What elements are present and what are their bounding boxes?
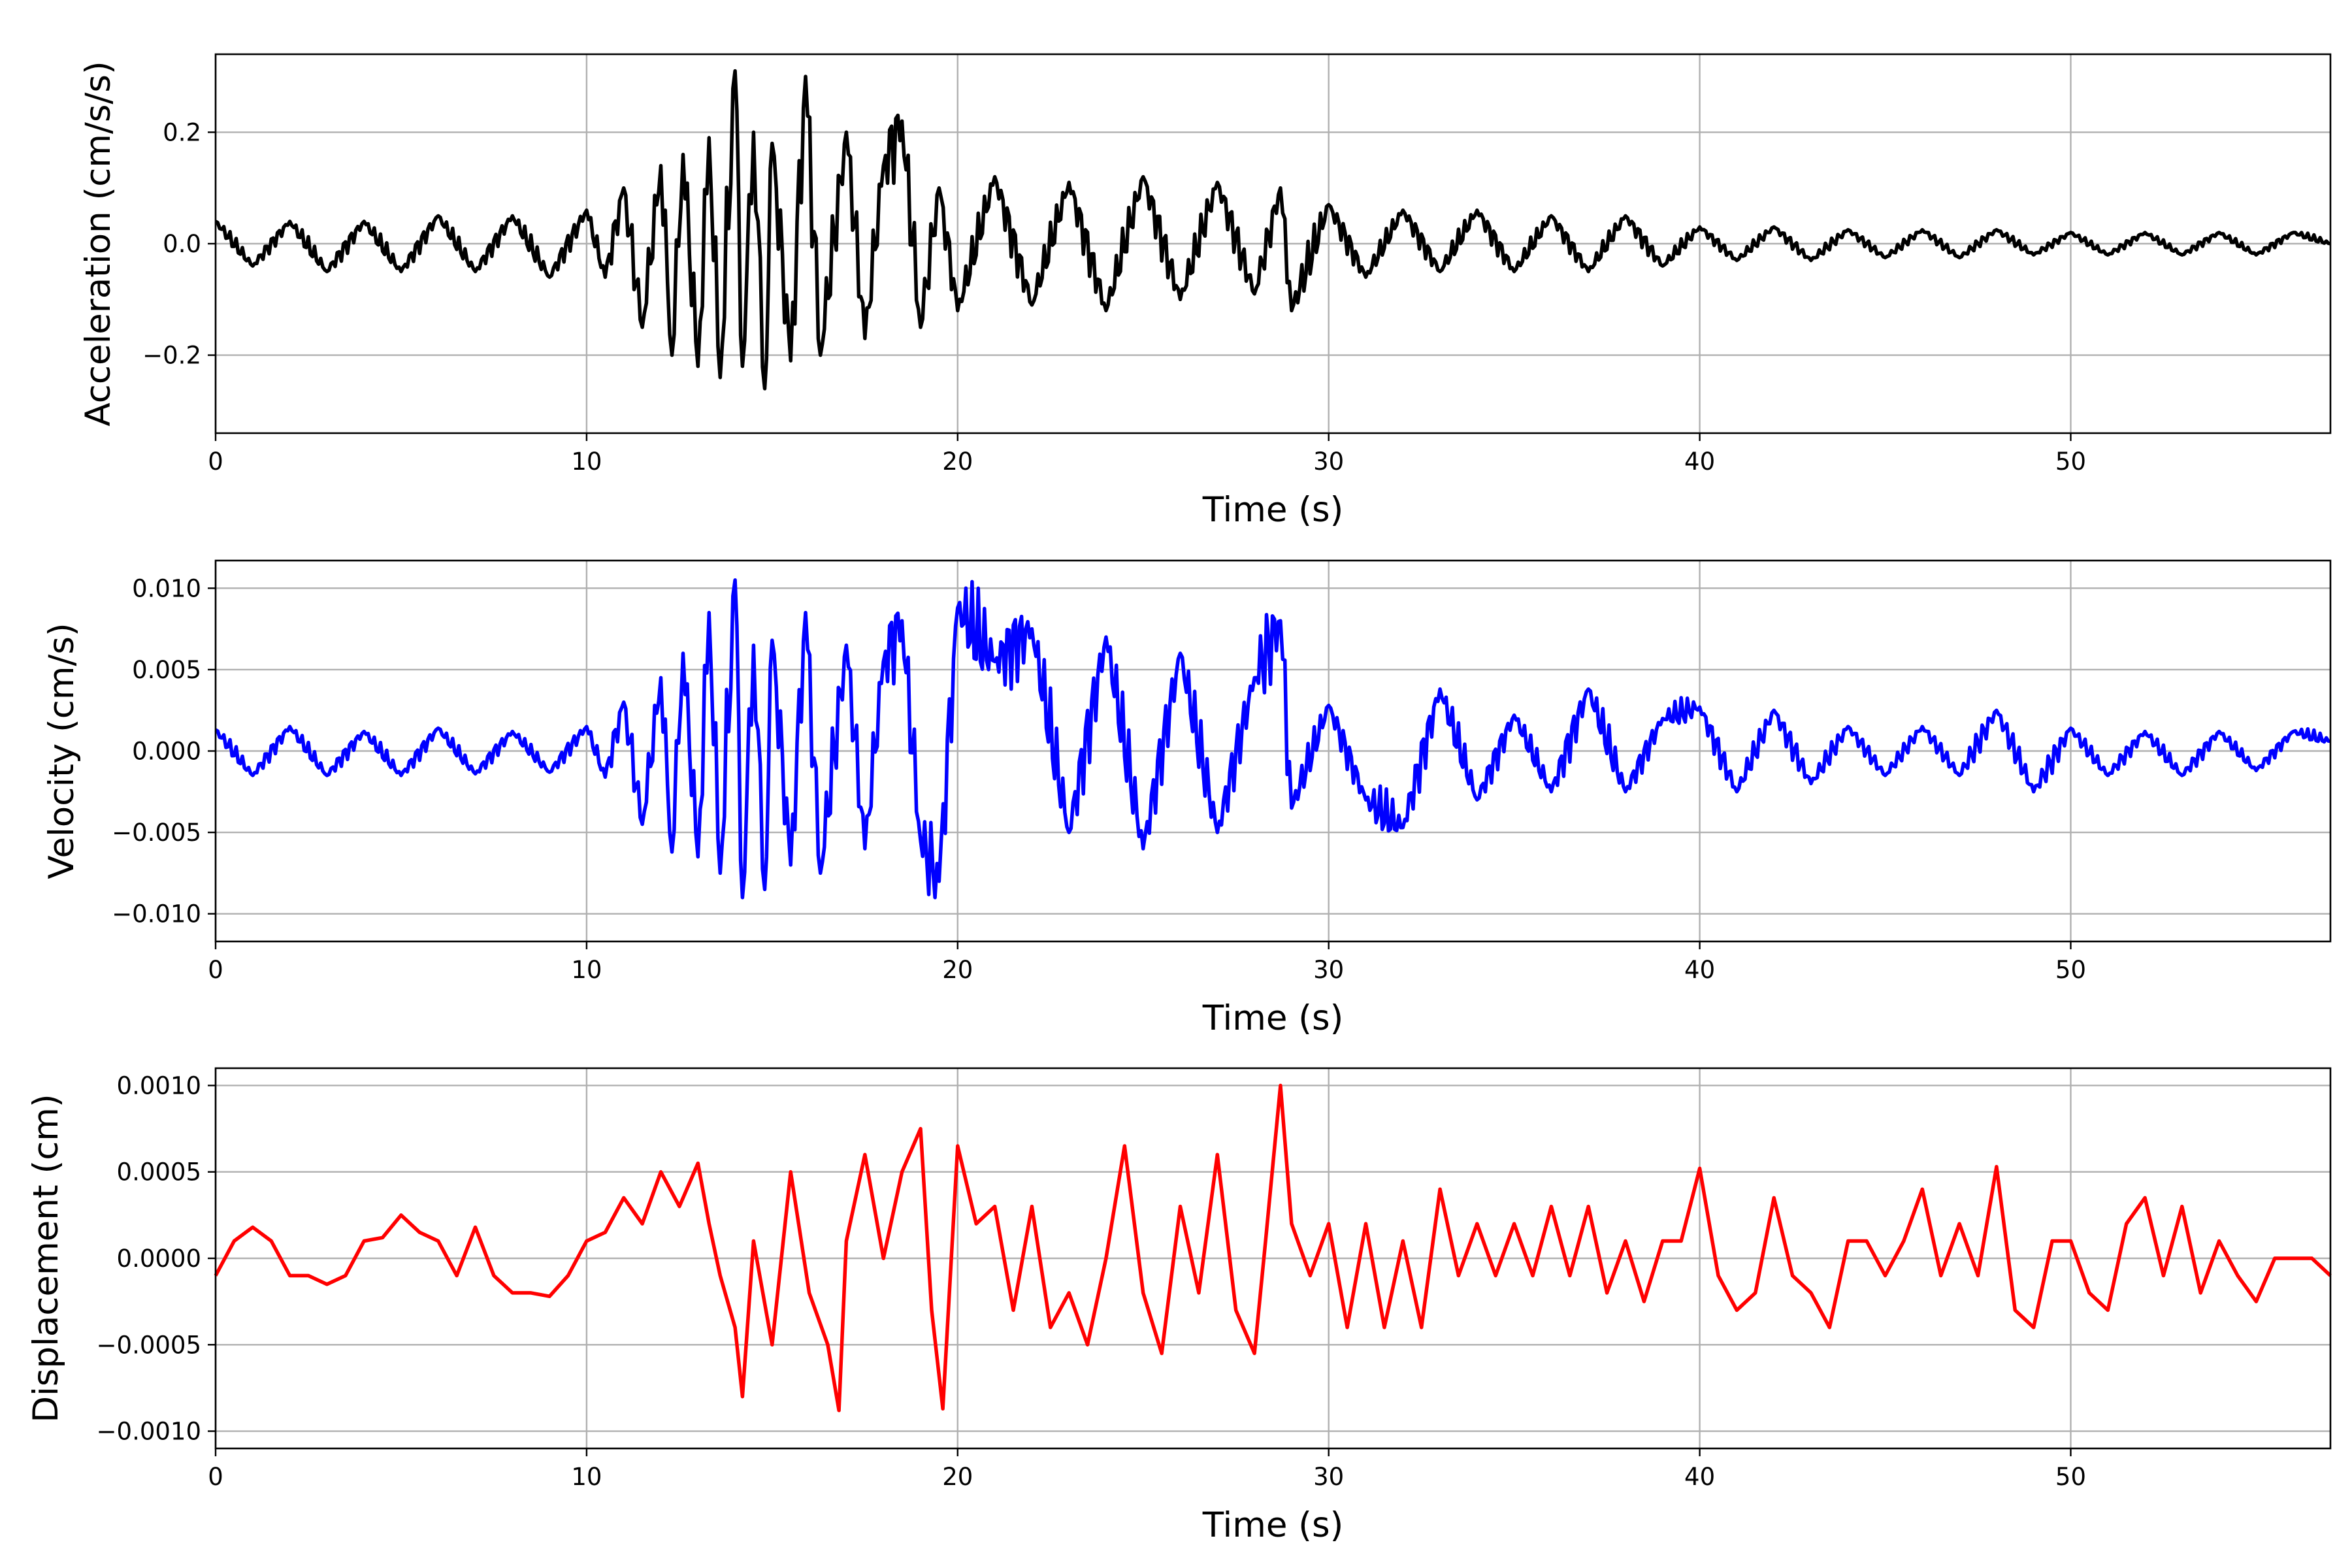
acceleration-ticks: 0 10 20 30 40 50 −0.2 0.0 0.2 (142, 118, 2086, 476)
velocity-x-tick-label-10: 10 (571, 956, 602, 984)
displacement-y-tick-label-4: 0.0010 (117, 1071, 201, 1100)
velocity-ticks: 0 10 20 30 40 50 −0.010 −0.005 0.000 0.005 0.010 (112, 574, 2086, 984)
velocity-panel: 0 10 20 30 40 50 −0.010 −0.005 0.000 0.005 0.010 T… (42, 559, 2332, 1038)
displacement-x-tick-label-20: 20 (942, 1463, 973, 1491)
acceleration-y-tick-label-1: 0.0 (163, 230, 201, 258)
velocity-y-tick-label-3: 0.005 (132, 656, 201, 684)
displacement-x-tick-label-30: 30 (1313, 1463, 1344, 1491)
acceleration-y-axis-label: Acceleration (cm/s/s) (78, 61, 118, 426)
displacement-panel: 0 10 20 30 40 50 −0.0010 −0.0005 0.0000 0.0005 0.0… (26, 1067, 2332, 1545)
acceleration-x-tick-label-20: 20 (942, 448, 973, 476)
acceleration-series-line (214, 69, 2331, 391)
acceleration-x-tick-label-10: 10 (571, 448, 602, 476)
acceleration-x-axis-label: Time (s) (1202, 490, 1344, 530)
acceleration-x-tick-label-50: 50 (2055, 448, 2086, 476)
velocity-x-axis-label: Time (s) (1202, 998, 1344, 1038)
displacement-y-tick-label-0: −0.0010 (97, 1418, 201, 1446)
velocity-y-tick-label-2: 0.000 (132, 738, 201, 766)
velocity-x-tick-label-40: 40 (1684, 956, 1715, 984)
displacement-y-tick-label-2: 0.0000 (117, 1245, 201, 1273)
displacement-x-tick-label-50: 50 (2055, 1463, 2086, 1491)
velocity-y-tick-label-1: −0.005 (112, 819, 201, 847)
displacement-x-tick-label-40: 40 (1684, 1463, 1715, 1491)
velocity-y-tick-label-0: −0.010 (112, 900, 201, 928)
acceleration-x-tick-label-30: 30 (1313, 448, 1344, 476)
displacement-y-axis-label: Displacement (cm) (26, 1094, 66, 1422)
velocity-x-tick-label-30: 30 (1313, 956, 1344, 984)
acceleration-y-tick-label-0: −0.2 (142, 342, 201, 370)
velocity-x-tick-label-20: 20 (942, 956, 973, 984)
displacement-series-line (214, 1083, 2332, 1413)
displacement-y-tick-label-3: 0.0005 (117, 1158, 201, 1186)
displacement-ticks: 0 10 20 30 40 50 −0.0010 −0.0005 0.0000 0.0005 0.0… (97, 1071, 2086, 1491)
velocity-y-tick-label-4: 0.010 (132, 574, 201, 602)
velocity-x-tick-label-50: 50 (2055, 956, 2086, 984)
displacement-y-tick-label-1: −0.0005 (97, 1331, 201, 1359)
acceleration-x-tick-label-0: 0 (208, 448, 223, 476)
velocity-series-line (214, 578, 2331, 900)
displacement-x-axis-label: Time (s) (1202, 1505, 1344, 1545)
acceleration-panel: 0 10 20 30 40 50 −0.2 0.0 0.2 Time (s) Accelerat… (78, 53, 2332, 530)
displacement-x-tick-label-10: 10 (571, 1463, 602, 1491)
acceleration-x-tick-label-40: 40 (1684, 448, 1715, 476)
velocity-x-tick-label-0: 0 (208, 956, 223, 984)
velocity-y-axis-label: Velocity (cm/s) (42, 623, 82, 879)
acceleration-y-tick-label-2: 0.2 (163, 118, 201, 146)
displacement-x-tick-label-0: 0 (208, 1463, 223, 1491)
